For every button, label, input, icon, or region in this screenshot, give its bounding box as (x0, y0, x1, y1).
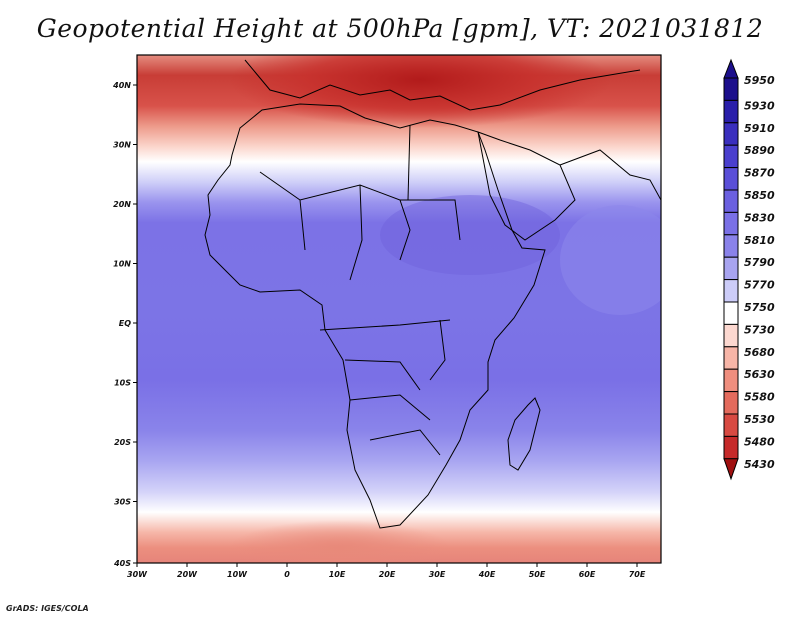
lon-tick-label: 30E (429, 570, 446, 579)
longitude-axis: 30W 20W 10W 0 10E 20E 30E 40E 50E 60E 70E (127, 563, 646, 579)
lat-tick-label: 20S (114, 438, 131, 447)
lon-tick-label: 10W (227, 570, 248, 579)
colorbar-swatch (723, 167, 739, 191)
lon-tick-label: 30W (127, 570, 148, 579)
lon-tick-label: 20W (177, 570, 198, 579)
colorbar-label: 5680 (744, 346, 775, 359)
lat-tick-label: 30N (113, 141, 131, 150)
colorbar-label: 5530 (744, 413, 775, 426)
latitude-axis: 40N 30N 20N 10N EQ 10S 20S 30S 40S (112, 81, 137, 568)
colorbar-swatch (723, 234, 739, 258)
colorbar-swatch (723, 368, 739, 393)
coastlines-and-borders (204, 59, 661, 529)
colorbar-swatch (723, 122, 739, 146)
lon-tick-label: 60E (579, 570, 596, 579)
colorbar-bottom-arrow (723, 458, 739, 481)
lat-tick-label: 20N (113, 200, 131, 209)
colorbar-label: 5890 (744, 144, 775, 157)
lon-tick-label: 70E (629, 570, 646, 579)
chart-title: Geopotential Height at 500hPa [gpm], VT:… (36, 14, 764, 43)
map-frame (136, 54, 662, 564)
colorbar-swatch (723, 413, 739, 437)
colorbar-label: 5730 (744, 323, 775, 336)
credit-label: GrADS: IGES/COLA (6, 604, 89, 613)
colorbar-label: 5850 (744, 189, 775, 202)
colorbar-label: 5870 (744, 167, 775, 180)
lon-tick-label: 0 (284, 570, 290, 579)
colorbar-swatch (723, 435, 739, 460)
lat-tick-label: 10S (114, 379, 131, 388)
colorbar-label: 5770 (744, 279, 775, 292)
lat-tick-label: 40N (112, 81, 131, 90)
lon-tick-label: 20E (379, 570, 396, 579)
colorbar-swatch (723, 77, 739, 101)
colorbar-swatch (723, 211, 739, 236)
colorbar: 5950 5930 5910 5890 5870 5850 5830 5810 5790 5770… (723, 58, 775, 481)
lat-tick-label: 30S (114, 498, 131, 507)
colorbar-label: 5950 (744, 74, 775, 87)
colorbar-swatch (723, 391, 739, 415)
height-field (137, 55, 661, 563)
colorbar-label: 5910 (744, 122, 775, 135)
colorbar-swatch (723, 189, 739, 213)
colorbar-top-arrow (723, 58, 739, 79)
colorbar-label: 5480 (744, 435, 775, 448)
colorbar-swatch (723, 301, 739, 325)
colorbar-swatch (723, 144, 739, 169)
colorbar-label: 5830 (744, 211, 775, 224)
lat-tick-label: 40S (113, 559, 131, 568)
lon-tick-label: 40E (478, 570, 496, 579)
colorbar-label: 5750 (744, 301, 775, 314)
colorbar-label: 5580 (744, 391, 775, 404)
colorbar-label: 5630 (744, 368, 775, 381)
lat-tick-label: EQ (119, 319, 131, 328)
colorbar-swatch (723, 346, 739, 370)
colorbar-swatch (723, 256, 739, 281)
colorbar-label: 5430 (744, 458, 775, 471)
colorbar-label: 5810 (744, 234, 775, 247)
lon-tick-label: 50E (529, 570, 546, 579)
colorbar-label: 5930 (744, 99, 775, 112)
lat-tick-label: 10N (113, 260, 131, 269)
colorbar-label: 5790 (744, 256, 775, 269)
lon-tick-label: 10E (329, 570, 346, 579)
colorbar-swatch (723, 323, 739, 348)
colorbar-swatch (723, 99, 739, 124)
colorbar-swatch (723, 279, 739, 303)
